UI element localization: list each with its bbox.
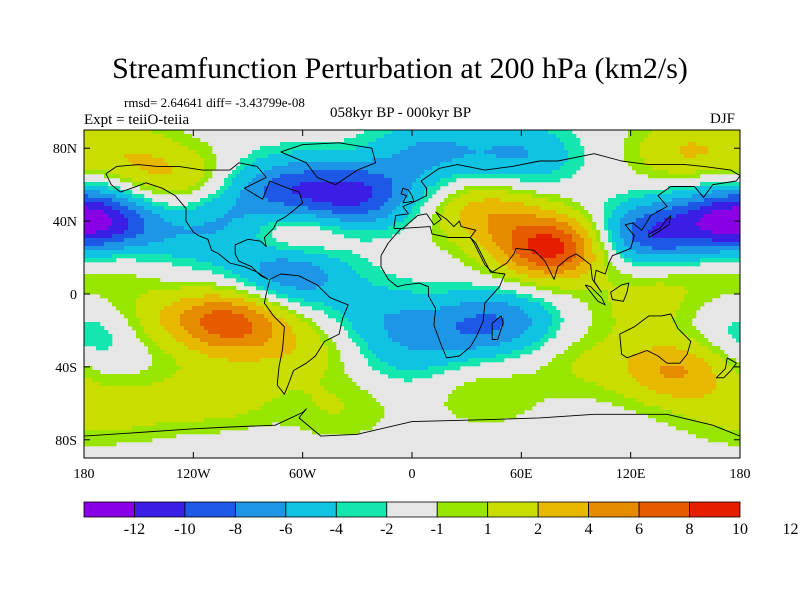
x-tick-label: 0	[409, 467, 416, 482]
coastline-borneo	[610, 282, 630, 302]
colorbar-box	[436, 501, 489, 518]
experiment-label: Expt = teiiO-teiia	[84, 112, 190, 128]
coastline-africa	[380, 226, 506, 359]
coastline-australia	[619, 313, 692, 364]
coastline-eurasia	[393, 153, 740, 293]
y-tick-label: 40N	[53, 215, 77, 230]
colorbar-label: -4	[330, 521, 343, 538]
x-tick-label: 180	[74, 467, 95, 482]
colorbar-label: -6	[279, 521, 292, 538]
colorbar-box	[386, 501, 438, 518]
coastline-sumatra	[584, 284, 606, 306]
colorbar-box	[689, 501, 741, 518]
field-layer	[84, 130, 741, 458]
colorbar-label: -12	[124, 521, 145, 538]
axis-layer: 180 120W 60W 0 60E 120E 180 80N 40N 0 40S 80S	[53, 129, 751, 482]
chart-title: Streamfunction Perturbation at 200 hPa (…	[112, 52, 688, 85]
coastline-greenland	[280, 142, 377, 186]
x-tick-label: 60W	[289, 467, 317, 482]
y-tick-label: 80N	[53, 142, 77, 157]
colorbar-label: -8	[229, 521, 242, 538]
coastline-south-america	[263, 273, 349, 395]
colorbar-box	[588, 501, 640, 518]
colorbar-label: 2	[534, 521, 542, 538]
colorbar-label: 10	[732, 521, 748, 538]
colorbar-label: 8	[686, 521, 694, 538]
y-tick-label: 40S	[55, 361, 77, 376]
coastline-japan	[648, 215, 672, 238]
colorbar-box	[184, 501, 236, 518]
colorbar-label: 1	[484, 521, 492, 538]
coastline-uk	[400, 187, 415, 204]
x-tick-label: 120E	[616, 467, 646, 482]
colorbar-box	[487, 501, 539, 518]
colorbar-box	[285, 501, 337, 518]
coastline-new-zealand	[715, 357, 737, 379]
colorbar-box	[83, 501, 135, 518]
x-tick-label: 60E	[510, 467, 533, 482]
colorbar-box	[638, 501, 690, 518]
colorbar-label: 6	[635, 521, 643, 538]
x-tick-label: 120W	[176, 467, 211, 482]
coastline-madagascar	[491, 315, 504, 341]
period-label: 058kyr BP - 000kyr BP	[330, 105, 472, 121]
coastline-north-america	[105, 162, 304, 280]
colorbar-box	[335, 501, 388, 518]
colorbar-label: -1	[431, 521, 444, 538]
colorbar-label: 12	[782, 521, 798, 538]
season-label: DJF	[710, 111, 736, 127]
coastline-layer	[84, 142, 740, 437]
x-tick-label: 180	[730, 467, 751, 482]
colorbar: -12 -10 -8 -6 -4 -2 -1 1 2 4 6 8 10 12	[83, 501, 798, 538]
colorbar-box	[234, 501, 287, 518]
colorbar-label: -10	[174, 521, 195, 538]
stats-label: rmsd= 2.64641 diff= -3.43799e-08	[124, 95, 305, 110]
y-tick-label: 0	[70, 288, 77, 303]
colorbar-label: 4	[585, 521, 593, 538]
coastline-antarctica	[84, 408, 740, 437]
y-tick-label: 80S	[55, 434, 77, 449]
colorbar-box	[537, 501, 590, 518]
colorbar-label: -2	[380, 521, 393, 538]
colorbar-box	[134, 501, 186, 518]
